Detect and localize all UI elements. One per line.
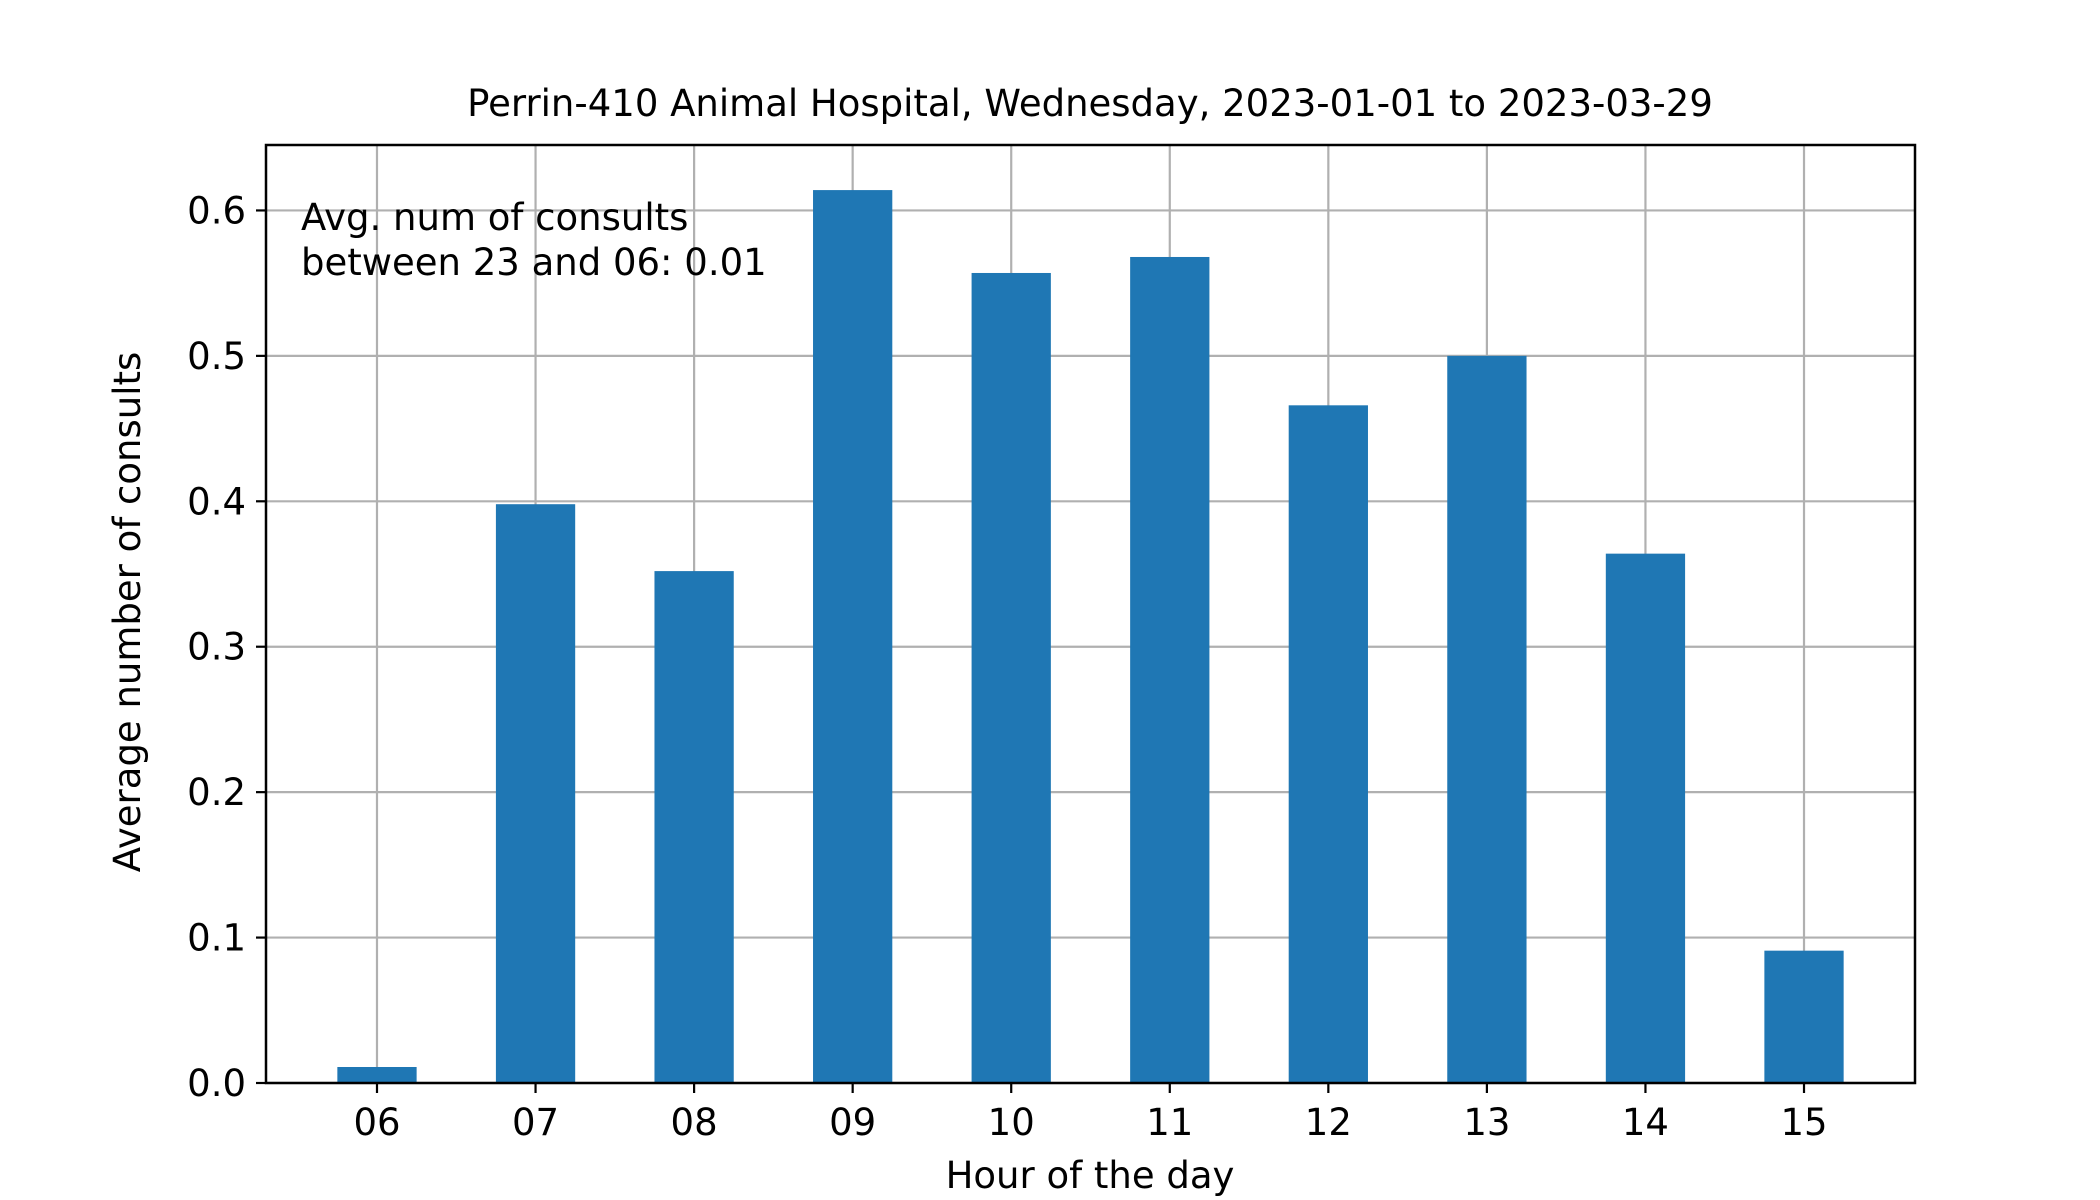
- bar-06: [337, 1067, 417, 1083]
- y-tick-label: 0.6: [187, 189, 246, 232]
- bar-14: [1605, 553, 1686, 1083]
- annotation-line-2: between 23 and 06: 0.01: [301, 241, 767, 284]
- bar-15: [1764, 950, 1844, 1083]
- ticks: 06 07 08 09 10 11 12 13 14 15 0.0 0.1 0.2 0.3 0.4 0.5 0.…: [187, 189, 1827, 1144]
- x-axis-label: Hour of the day: [946, 1154, 1235, 1197]
- bar-10: [971, 272, 1051, 1083]
- bar-13: [1447, 355, 1527, 1083]
- bar-12: [1288, 405, 1368, 1083]
- y-tick-label: 0.5: [187, 335, 246, 378]
- x-tick-label: 14: [1622, 1101, 1669, 1144]
- annotation-line-1: Avg. num of consults: [301, 196, 688, 239]
- x-tick-label: 07: [512, 1101, 559, 1144]
- y-tick-label: 0.4: [187, 480, 246, 523]
- x-tick-label: 15: [1780, 1101, 1827, 1144]
- chart-title: Perrin-410 Animal Hospital, Wednesday, 2…: [467, 82, 1713, 125]
- plot-frame: [264, 143, 1917, 1085]
- x-tick-label: 12: [1305, 1101, 1352, 1144]
- bars: [337, 190, 1844, 1084]
- bar-07: [495, 504, 576, 1083]
- y-axis-label: Average number of consults: [106, 352, 149, 873]
- bar-08: [654, 571, 734, 1083]
- y-tick-label: 0.0: [187, 1062, 246, 1105]
- x-tick-label: 11: [1146, 1101, 1193, 1144]
- x-tick-label: 06: [353, 1101, 400, 1144]
- bar-09: [813, 190, 893, 1084]
- y-tick-label: 0.1: [187, 917, 246, 960]
- x-tick-label: 13: [1463, 1101, 1510, 1144]
- bar-11: [1130, 256, 1210, 1084]
- y-tick-label: 0.3: [187, 626, 246, 669]
- x-tick-label: 09: [829, 1101, 876, 1144]
- axes: [264, 143, 1917, 1085]
- y-tick-label: 0.2: [187, 771, 246, 814]
- x-tick-label: 10: [988, 1101, 1035, 1144]
- x-tick-label: 08: [671, 1101, 718, 1144]
